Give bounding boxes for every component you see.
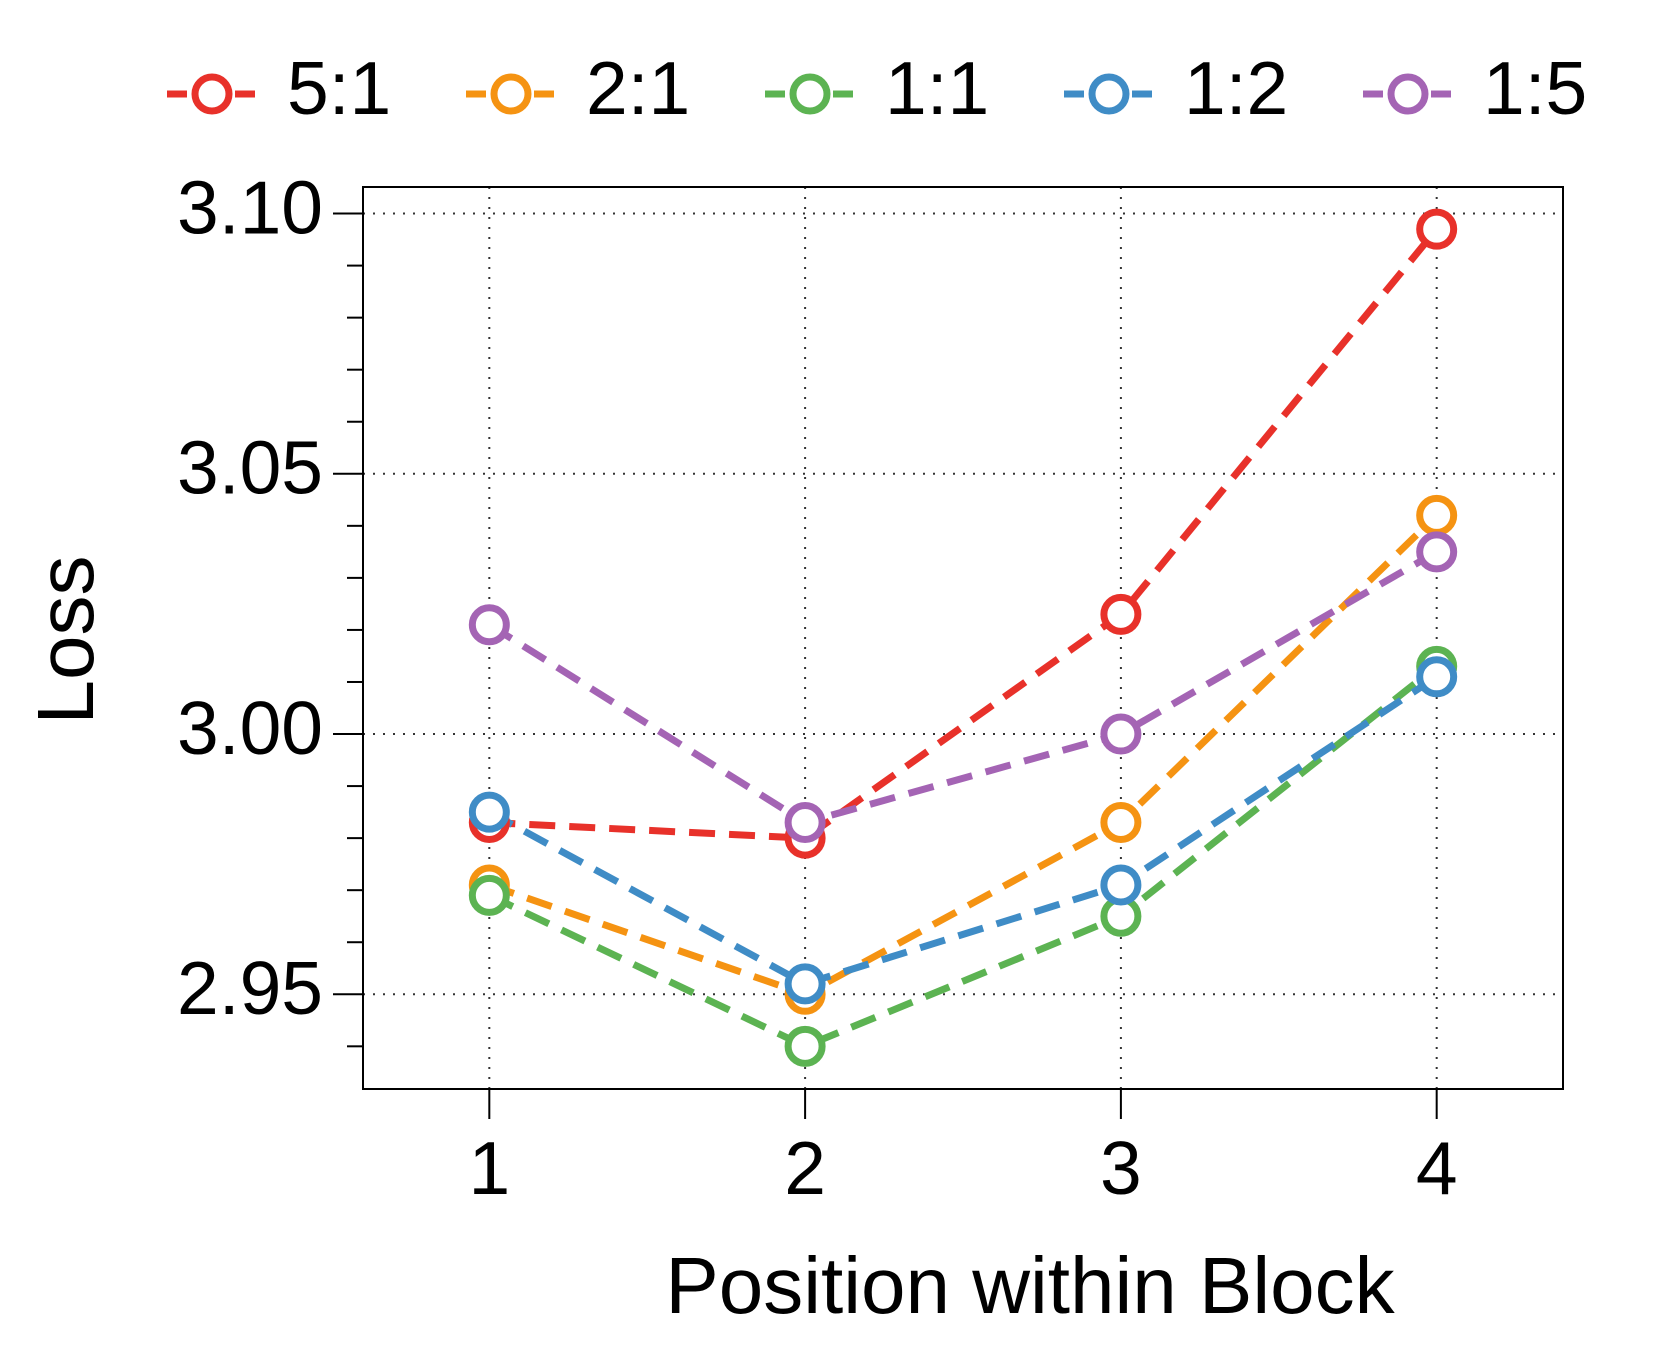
point bbox=[468, 791, 510, 833]
point bbox=[1100, 802, 1142, 844]
x-tick-label: 1 bbox=[468, 1126, 510, 1210]
y-tick-label: 2.95 bbox=[177, 946, 323, 1030]
legend-marker bbox=[1387, 73, 1429, 115]
point bbox=[468, 604, 510, 646]
series-line bbox=[487, 663, 1439, 1051]
point bbox=[468, 874, 510, 916]
series-line bbox=[487, 673, 1439, 988]
y-tick-label: 3.00 bbox=[177, 686, 323, 770]
point bbox=[784, 802, 826, 844]
point bbox=[1416, 208, 1458, 250]
legend-label: 1:2 bbox=[1184, 46, 1288, 130]
legend-label: 1:5 bbox=[1483, 46, 1587, 130]
legend-marker bbox=[789, 73, 831, 115]
y-tick-label: 3.05 bbox=[177, 426, 323, 510]
y-tick-label: 3.10 bbox=[177, 165, 323, 249]
x-tick-label: 3 bbox=[1100, 1126, 1142, 1210]
point bbox=[1100, 713, 1142, 755]
point bbox=[1416, 656, 1458, 698]
legend-label: 1:1 bbox=[885, 46, 989, 130]
point bbox=[1100, 864, 1142, 906]
legend-marker bbox=[1088, 73, 1130, 115]
x-axis-label: Position within Block bbox=[665, 1241, 1395, 1330]
point bbox=[1416, 494, 1458, 536]
x-tick-label: 2 bbox=[784, 1126, 826, 1210]
point bbox=[1416, 531, 1458, 573]
legend-marker bbox=[191, 73, 233, 115]
point bbox=[784, 1025, 826, 1067]
plot-frame bbox=[362, 186, 1564, 1090]
legend-label: 2:1 bbox=[586, 46, 690, 130]
legend-marker bbox=[490, 73, 532, 115]
x-tick-label: 4 bbox=[1416, 1126, 1458, 1210]
legend-label: 5:1 bbox=[287, 46, 391, 130]
series-line bbox=[489, 226, 1440, 842]
series-line bbox=[488, 512, 1440, 999]
series-line bbox=[487, 548, 1439, 827]
point bbox=[1100, 593, 1142, 635]
y-axis-label: Loss bbox=[21, 556, 110, 725]
point bbox=[784, 963, 826, 1005]
